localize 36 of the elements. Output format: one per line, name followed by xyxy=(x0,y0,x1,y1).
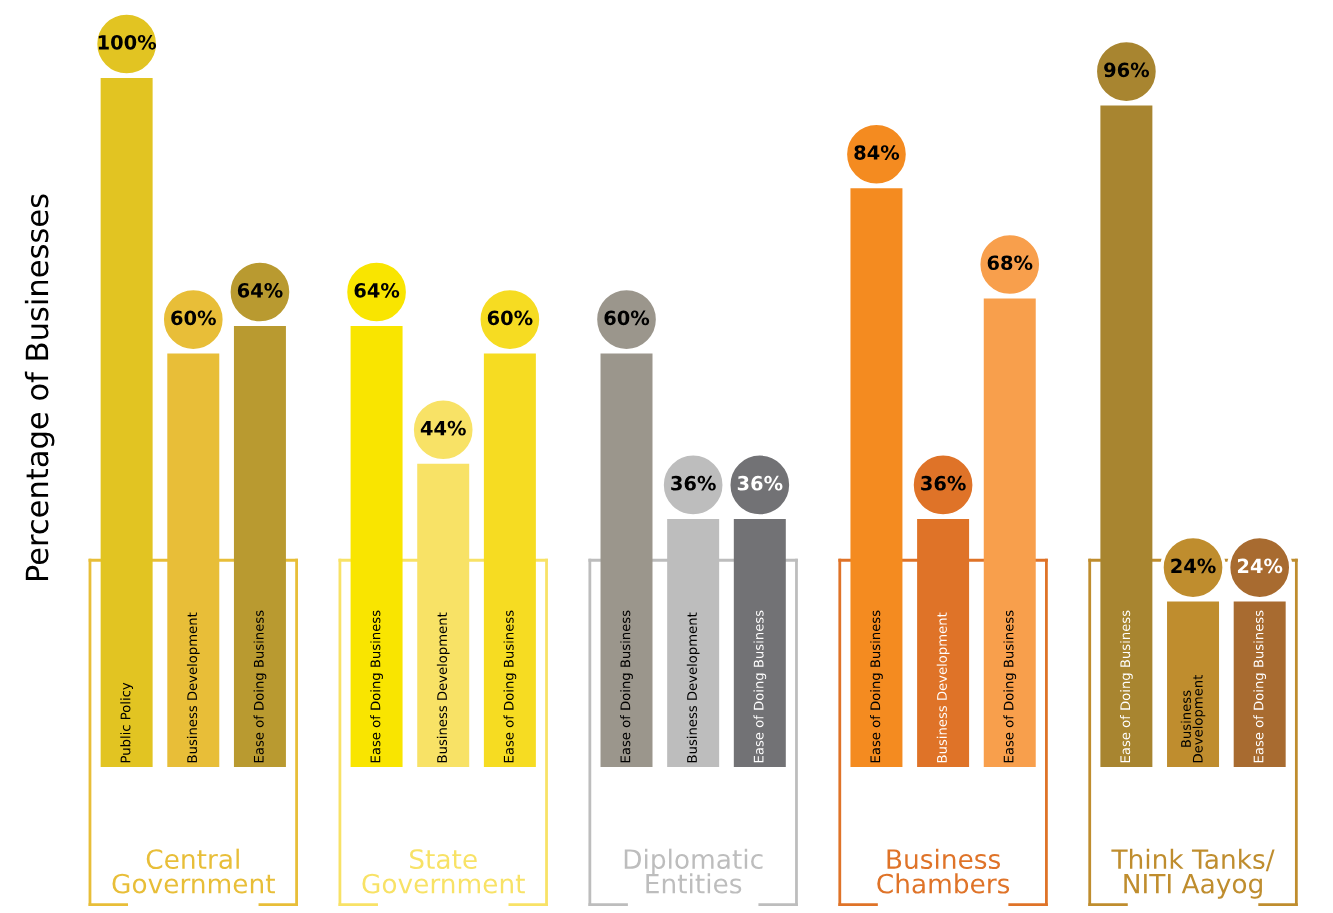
data-label: 36% xyxy=(921,475,966,491)
data-label: 60% xyxy=(604,310,650,326)
data-label: 64% xyxy=(354,282,400,298)
x-tick-label: Ease of Doing Business xyxy=(1253,610,1267,763)
x-tick-label: Ease of Doing Business xyxy=(620,610,633,763)
x-tick-label: Ease of Doing Business xyxy=(370,610,383,763)
x-tick-label: Ease of Doing Business xyxy=(1003,610,1017,763)
text: Central Government xyxy=(112,848,275,894)
x-tick-label: Ease of Doing Business xyxy=(753,610,767,763)
data-label: 96% xyxy=(1104,62,1150,78)
text: Think Tanks/ NITI Aayog xyxy=(1111,848,1275,899)
data-label: 84% xyxy=(854,145,900,160)
text: Diplomatic Entities xyxy=(624,848,763,894)
x-tick-label: Business Development xyxy=(186,612,200,763)
x-tick-label: Ease of Doing Business xyxy=(253,610,267,763)
x-tick-label: Ease of Doing Business xyxy=(503,610,517,763)
data-label: 44% xyxy=(420,420,466,436)
data-label: 36% xyxy=(737,475,783,491)
data-label: 60% xyxy=(171,310,216,326)
x-tick-label: Business Development xyxy=(436,612,450,763)
data-label: 60% xyxy=(487,310,533,326)
x-tick-label: Business Development xyxy=(936,612,950,763)
x-tick-label: Business Development xyxy=(1180,674,1206,763)
data-label: 68% xyxy=(987,255,1033,271)
x-tick-label: Public Policy xyxy=(120,682,134,763)
y-axis-title: Percentage of Businesses xyxy=(24,194,55,581)
x-tick-label: Ease of Doing Business xyxy=(870,610,883,763)
data-label: 24% xyxy=(1237,558,1283,574)
data-label: 100% xyxy=(98,34,157,50)
text: Business Chambers xyxy=(877,848,1010,894)
data-label: 36% xyxy=(671,475,716,491)
data-label: 24% xyxy=(1171,558,1216,574)
x-tick-label: Ease of Doing Business xyxy=(1120,610,1133,763)
text: State Government xyxy=(362,849,525,894)
data-label: 64% xyxy=(237,282,283,298)
x-tick-label: Business Development xyxy=(686,612,700,763)
